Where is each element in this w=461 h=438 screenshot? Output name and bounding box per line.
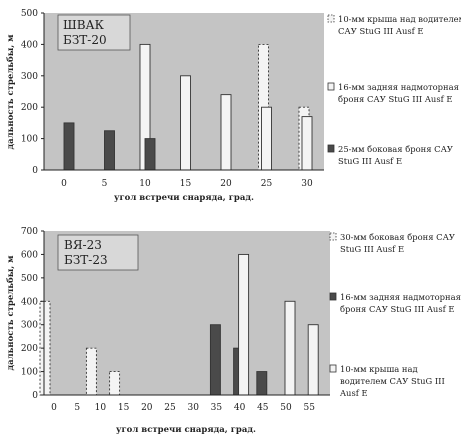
legend-entry-text: 16-мм задняя надмоторная [340,292,461,302]
chart-2-title-line-1: ВЯ-23 [64,238,102,252]
chart-2: ВЯ-23 БЗТ-23 угол встречи снаряда, град.… [5,227,461,435]
legend-entry-text: 30-мм боковая броня САУ [340,232,455,242]
bar-dark-35 [209,324,221,396]
x-tick-label: 5 [74,403,80,413]
chart-1-x-axis-label: угол встречи снаряда, град. [114,193,254,203]
chart-2-x-axis-label: угол встречи снаряда, град. [116,425,256,435]
x-tick-label: 50 [280,403,292,413]
legend-swatch-dotted [327,14,335,23]
legend-entry-text: броня САУ StuG III Ausf E [338,94,453,104]
legend-entry-text: 10-мм крыша над [340,364,418,374]
chart-1: ШВАК БЗТ-20 угол встречи снаряда, град. … [5,9,461,203]
y-tick-label: 200 [21,103,38,113]
bar-white-20 [220,94,232,171]
x-tick-label: 35 [211,403,223,413]
bar-dotted-15 [109,371,121,396]
x-tick-label: 45 [257,403,269,413]
bar-white-50 [284,300,296,396]
bar-white-30 [301,116,313,171]
legend-entry-text: водителем САУ StuG III [340,376,445,386]
chart-1-title-line-1: ШВАК [63,18,105,32]
x-tick-label: 10 [139,179,151,189]
legend-swatch-dark [329,292,337,301]
x-tick-label: 20 [220,179,232,189]
bar-dark-45 [256,371,268,396]
x-tick-label: 30 [187,403,199,413]
bar-white-15 [180,75,191,171]
x-tick-label: 25 [164,403,176,413]
legend-swatch-white [327,82,335,91]
bar-white-40 [238,253,250,396]
x-tick-label: 40 [234,403,246,413]
y-tick-label: 0 [32,166,38,176]
bar-white-25 [261,106,272,171]
y-tick-label: 600 [21,250,38,260]
chart-1-title-box [57,14,131,51]
x-tick-label: 15 [180,179,192,189]
y-tick-label: 200 [21,344,38,354]
chart-2-y-axis-label: дальность стрельбы, м [5,255,16,371]
y-tick-label: 700 [21,227,38,237]
y-tick-label: 500 [21,274,38,284]
legend-entry-text: 10-мм крыша над водителем [338,14,461,24]
x-tick-label: 0 [51,403,57,413]
legend-entry-text: 16-мм задняя надмоторная [338,82,459,92]
legend-entry-text: Ausf E [339,388,368,398]
y-tick-label: 100 [21,135,38,145]
y-tick-label: 500 [21,9,38,19]
legend-swatch-dotted [329,232,337,241]
x-tick-label: 5 [102,179,108,189]
bar-dotted-10 [85,347,97,396]
bar-dark-0 [63,122,75,171]
legend-entry-text: САУ StuG III Ausf E [338,26,424,36]
y-tick-label: 100 [21,368,38,378]
chart-1-y-axis-label: дальность стрельбы, м [5,34,16,150]
legend-entry-text: 25-мм боковая броня САУ [338,144,453,154]
x-tick-label: 30 [301,179,313,189]
y-tick-label: 300 [21,72,38,82]
chart-2-title-line-2: БЗТ-23 [64,253,108,267]
y-tick-label: 0 [32,391,38,401]
legend-swatch-white [329,364,337,373]
legend-swatch-dark [327,144,335,153]
legend-entry-text: StuG III Ausf E [340,244,404,254]
x-tick-label: 10 [95,403,107,413]
bar-dark-5 [104,130,115,171]
y-tick-label: 300 [21,321,38,331]
x-tick-label: 15 [118,403,130,413]
chart-1-title-line-2: БЗТ-20 [63,33,107,47]
legend-entry-text: StuG III Ausf E [338,156,402,166]
x-tick-label: 55 [303,403,315,413]
legend-entry-text: броня САУ StuG III Ausf E [340,304,455,314]
x-tick-label: 25 [261,179,273,189]
bar-white-55 [307,324,319,396]
bar-dark-10 [144,138,156,171]
x-tick-label: 20 [141,403,153,413]
chart-2-title-box [57,234,139,271]
y-tick-label: 400 [21,297,38,307]
x-tick-label: 0 [61,179,67,189]
y-tick-label: 400 [21,40,38,50]
